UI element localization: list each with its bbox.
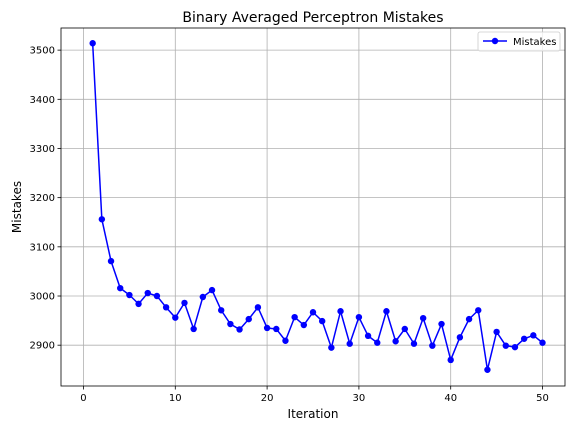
data-point [456, 334, 464, 341]
data-point [520, 335, 528, 342]
data-point [355, 313, 363, 321]
data-point [309, 309, 317, 316]
y-tick-label: 3100 [30, 242, 55, 253]
data-point [291, 313, 298, 321]
ticks: 0 10 20 30 40 50 2900 3000 3100 3200 3300 3400 3500 [30, 46, 549, 404]
data-point [107, 257, 115, 265]
data-point [199, 293, 207, 301]
data-point [89, 40, 96, 47]
data-point [153, 292, 161, 300]
data-point [245, 315, 252, 323]
data-point [374, 339, 381, 346]
data-point [254, 304, 262, 311]
legend: Mistakes [477, 31, 561, 52]
data-point [227, 320, 234, 328]
plot-frame [60, 27, 566, 387]
data-point [465, 315, 473, 323]
x-tick-label: 40 [444, 393, 457, 404]
data-point [539, 339, 546, 346]
x-tick-label: 20 [261, 393, 274, 404]
data-point [135, 300, 142, 308]
legend-box [477, 31, 561, 52]
data-point [98, 216, 106, 223]
data-point [346, 340, 353, 347]
chart-title: Binary Averaged Perceptron Mistakes [182, 10, 443, 26]
data-point [493, 328, 500, 336]
legend-label-mistakes: Mistakes [513, 37, 556, 48]
data-point [438, 320, 445, 328]
series-layer [89, 40, 546, 373]
legend-marker [491, 37, 499, 45]
x-tick-label: 30 [353, 393, 366, 404]
data-point [502, 342, 509, 349]
data-point [429, 342, 436, 349]
data-point [419, 314, 427, 322]
x-tick-label: 10 [169, 393, 182, 404]
data-point [172, 314, 179, 321]
data-point [218, 307, 225, 314]
data-point [475, 307, 482, 314]
data-point [273, 325, 280, 333]
data-point [117, 284, 124, 292]
data-point [410, 340, 418, 347]
data-point [337, 308, 344, 315]
data-point [318, 317, 326, 325]
y-axis-label: Mistakes [10, 181, 24, 233]
data-point [181, 299, 188, 307]
data-point [282, 337, 289, 344]
data-point [447, 356, 454, 364]
y-tick-label: 2900 [30, 341, 55, 352]
data-point [126, 291, 133, 299]
data-point [263, 324, 271, 332]
y-tick-label: 3200 [30, 193, 55, 204]
data-point [392, 338, 399, 345]
data-point [511, 343, 519, 351]
data-point [190, 325, 197, 333]
data-point [300, 321, 308, 329]
y-tick-label: 3000 [30, 292, 55, 303]
x-tick-label: 0 [80, 393, 86, 404]
data-point [484, 366, 491, 373]
data-point [364, 332, 372, 340]
data-point [328, 344, 335, 351]
data-point [162, 304, 170, 311]
x-tick-label: 50 [536, 393, 549, 404]
data-point [236, 326, 243, 333]
y-tick-label: 3400 [30, 95, 55, 106]
data-point [383, 308, 390, 315]
x-axis-label: Iteration [288, 407, 339, 421]
y-tick-label: 3500 [30, 46, 55, 57]
data-point [144, 289, 151, 297]
data-point [401, 325, 408, 333]
y-tick-label: 3300 [30, 144, 55, 155]
data-point [530, 332, 537, 339]
data-point [208, 286, 216, 294]
